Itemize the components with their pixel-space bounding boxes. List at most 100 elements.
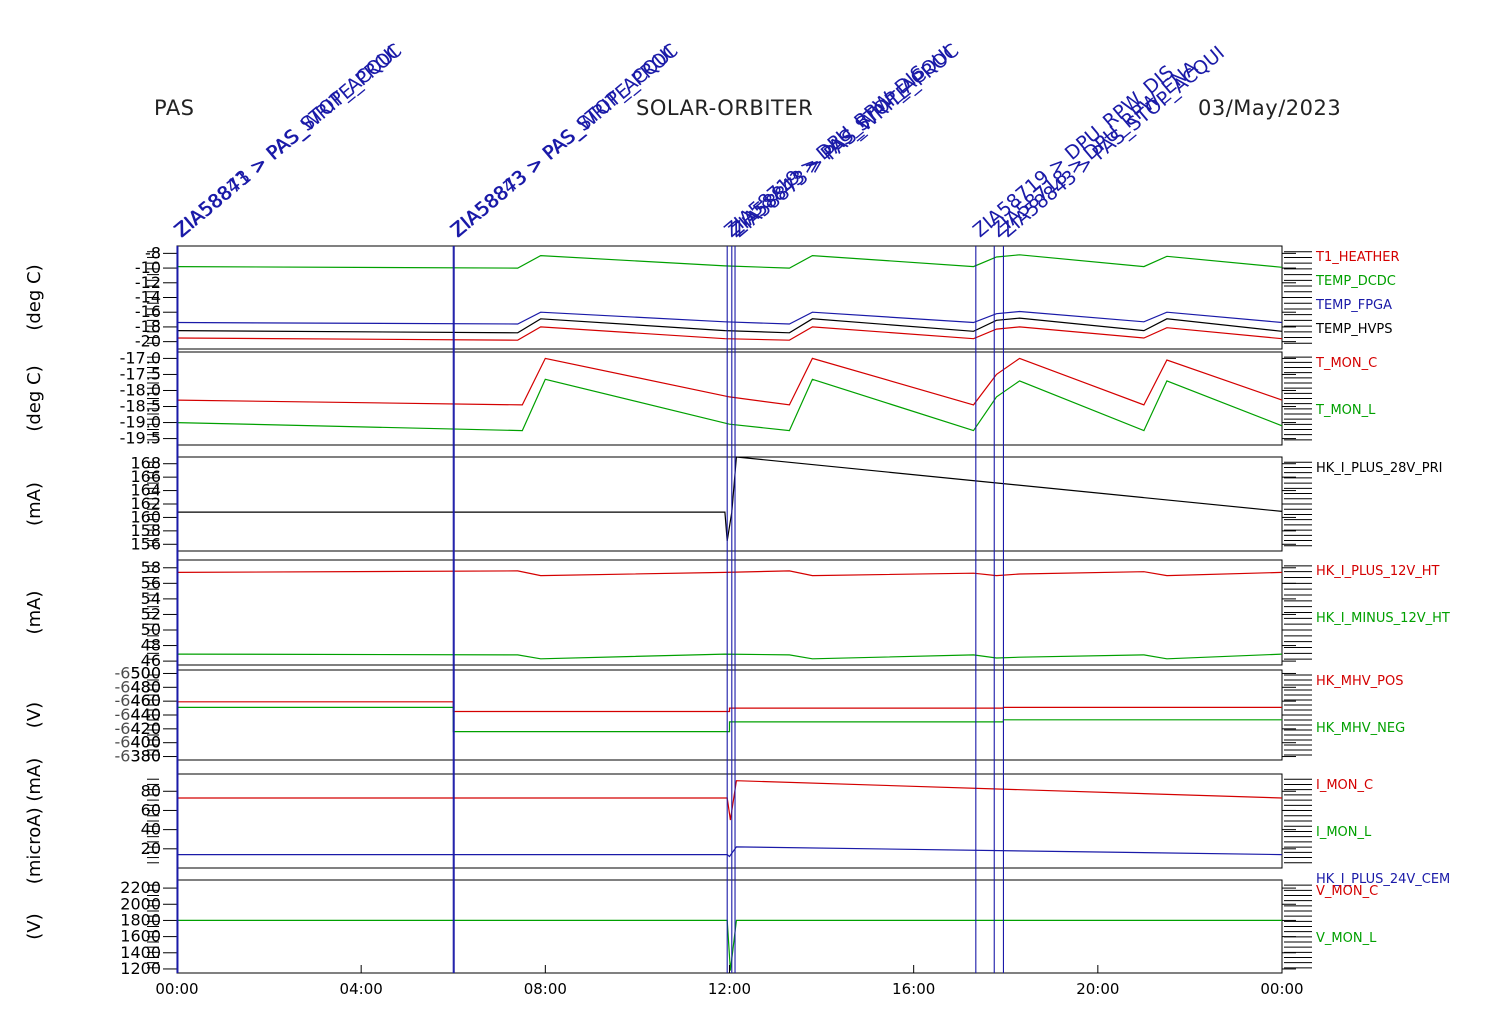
series-legend: I_MON_L	[1316, 825, 1372, 840]
series-legend: TEMP_FPGA	[1315, 298, 1392, 313]
panel-frame	[176, 559, 1283, 666]
series-legend: HK_I_MINUS_12V_HT	[1316, 611, 1450, 626]
panel-frame	[176, 456, 1283, 552]
y-tick-label: 58	[141, 558, 161, 577]
x-tick-label: 00:00	[1260, 980, 1303, 998]
y-tick-label-alt: -6380	[115, 747, 162, 766]
event-label: ZIA58873 > PAS_WRITE_PROC	[447, 40, 682, 242]
y-tick-label: 40	[141, 820, 161, 839]
series-line	[176, 653, 1283, 660]
y-tick-label: 46	[141, 651, 161, 670]
series-legend: V_MON_L	[1316, 931, 1377, 946]
event-label: ZIA58873 > PAS_WRITE_PROC	[728, 40, 963, 242]
series-line	[177, 780, 1283, 821]
series-legend: TEMP_DCDC	[1315, 274, 1396, 289]
y-tick-label: 1800	[120, 910, 161, 929]
x-tick-label: 08:00	[524, 980, 567, 998]
y-tick-label: 2200	[120, 878, 161, 897]
y-tick-label: 60	[141, 800, 161, 819]
series-legend: T_MON_L	[1315, 403, 1376, 418]
y-tick-label: 48	[141, 636, 161, 655]
panel-2: -17.0-17.5-18.0-18.5-19.0-19.5 (deg C) T_M…	[24, 348, 1377, 447]
y-axis-label: (deg C)	[24, 264, 45, 330]
y-tick-label: -8	[145, 243, 161, 262]
y-tick-label: -19.5	[120, 429, 161, 448]
series-legend: I_MON_C	[1316, 778, 1373, 793]
series-line	[176, 326, 1283, 341]
series-legend: HK_I_PLUS_12V_HT	[1316, 564, 1440, 579]
y-tick-label: 20	[141, 839, 161, 858]
series-line	[177, 456, 1283, 541]
y-tick-label-alt: -6500	[115, 663, 162, 682]
y-tick-label: 166	[130, 467, 161, 486]
y-axis-label: (mA)	[24, 591, 45, 635]
series-line	[176, 317, 1283, 334]
x-tick-label: 04:00	[340, 980, 383, 998]
y-tick-label: 162	[130, 494, 161, 513]
y-tick-label: 50	[141, 620, 161, 639]
series-line	[176, 378, 1283, 432]
panel-frame	[176, 245, 1283, 350]
y-axis-label: (V)	[24, 702, 45, 728]
instrument-label: PAS	[154, 96, 195, 120]
y-tick-label: -17.0	[120, 348, 161, 367]
y-tick-label: -18	[135, 317, 161, 336]
y-tick-label: -16	[135, 302, 161, 321]
y-tick-label: -19.0	[120, 413, 161, 432]
y-tick-label: -14	[135, 288, 161, 307]
panel-1: -8-10-12-14-16-18-20 (deg C) T1_HEATHER TEM…	[24, 243, 1400, 350]
y-tick-label: -18.5	[120, 397, 161, 416]
mission-label: SOLAR-ORBITER	[636, 96, 814, 120]
series-legend: T_MON_C	[1315, 356, 1377, 371]
y-tick-label: 500	[130, 663, 161, 682]
y-tick-label: -18.0	[120, 380, 161, 399]
series-legend: HK_I_PLUS_28V_PRI	[1316, 461, 1442, 476]
y-tick-label: 160	[130, 507, 161, 526]
y-tick-label: 440	[130, 705, 161, 724]
series-line	[176, 310, 1283, 325]
y-tick-label: -20	[135, 332, 161, 351]
y-tick-label: 164	[130, 481, 161, 500]
y-tick-label: 156	[130, 534, 161, 553]
series-legend: HK_MHV_NEG	[1316, 721, 1405, 736]
series-legend: HK_I_PLUS_24V_CEM	[1316, 872, 1450, 887]
y-tick-label: 1600	[120, 927, 161, 946]
y-tick-label: 380	[130, 747, 161, 766]
y-axis-label: (deg C)	[24, 365, 45, 431]
series-line	[177, 701, 1282, 713]
y-tick-label-alt: -6460	[115, 691, 162, 710]
y-tick-label: 460	[130, 691, 161, 710]
y-tick-label: 1400	[120, 943, 161, 962]
y-tick-label: 56	[141, 573, 161, 592]
panel-frame	[176, 773, 1283, 869]
event-label: ZIA58871 > PAS_WRITE_PROC	[171, 40, 406, 242]
y-tick-label: 400	[130, 733, 161, 752]
panel-frame	[176, 669, 1283, 761]
series-line	[176, 570, 1283, 577]
date-label: 03/May/2023	[1198, 96, 1342, 120]
series-line	[176, 357, 1283, 406]
series-line	[177, 846, 1283, 858]
series-legend: V_MON_C	[1316, 884, 1378, 899]
y-tick-label-alt: -6480	[115, 677, 162, 696]
y-tick-label-alt: -6400	[115, 733, 162, 752]
x-tick-label: 16:00	[892, 980, 935, 998]
series-legend: TEMP_HVPS	[1315, 322, 1392, 337]
y-tick-label: 158	[130, 521, 161, 540]
panel-frame	[176, 351, 1283, 446]
y-tick-label: -12	[135, 273, 161, 292]
x-tick-label: 00:00	[155, 980, 198, 998]
y-tick-label: -17.5	[120, 364, 161, 383]
y-axis-label: (microA) (mA)	[24, 758, 45, 884]
y-axis-label: (V)	[24, 913, 45, 939]
y-axis-label: (mA)	[24, 482, 45, 526]
y-tick-label: 480	[130, 677, 161, 696]
y-tick-label: 420	[130, 719, 161, 738]
y-tick-label: 1200	[120, 959, 161, 978]
y-tick-label: -10	[135, 258, 161, 277]
